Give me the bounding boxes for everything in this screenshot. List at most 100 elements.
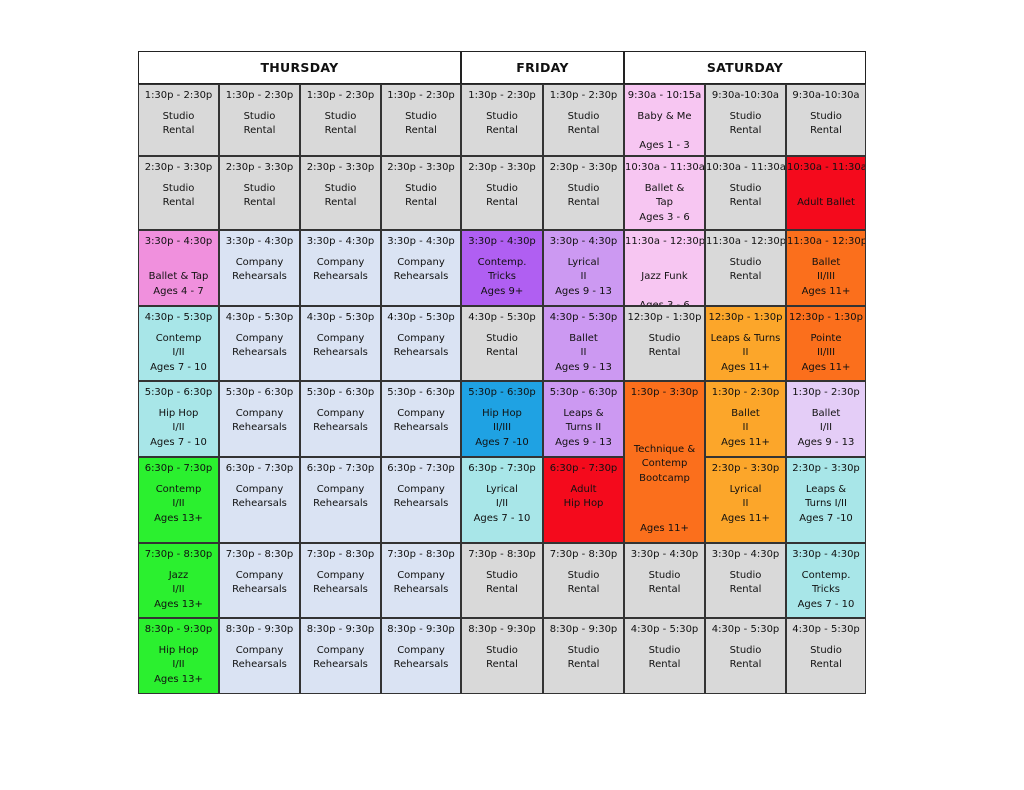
class-detail-line: Leaps & — [805, 483, 847, 495]
class-detail-line: Studio — [486, 569, 518, 581]
class-detail-line: Studio — [567, 644, 600, 656]
class-detail-line: Company — [316, 332, 365, 344]
schedule-cell: 1:30p - 2:30p Studio Rental — [219, 84, 300, 156]
class-detail-line: Ages 4 - 7 — [153, 285, 204, 297]
class-detail-line: Rental — [567, 125, 600, 136]
schedule-cell: 6:30p - 7:30p Lyrical I/II Ages 7 - 10 — [461, 457, 543, 543]
schedule-cell: 9:30a - 10:15a Baby & Me Ages 1 - 3 — [624, 84, 705, 156]
class-detail-line: Contemp — [641, 458, 688, 469]
class-detail-line: Ballet & Tap — [148, 271, 209, 282]
schedule-cell: 6:30p - 7:30p Company Rehearsals — [300, 457, 381, 543]
class-detail-line: Rehearsals — [393, 659, 449, 670]
schedule-cell: 4:30p - 5:30p Studio Rental — [624, 618, 705, 694]
class-detail-line: Rental — [486, 584, 518, 595]
class-time: 8:30p - 9:30p — [225, 624, 294, 635]
class-detail-line: Rental — [486, 197, 518, 208]
class-detail-line: Company — [316, 644, 365, 656]
class-time: 3:30p - 4:30p — [225, 236, 294, 247]
class-detail-line: Rehearsals — [393, 498, 449, 509]
class-detail-line: Contemp. — [801, 569, 851, 581]
schedule-cell: 8:30p - 9:30p Studio Rental — [543, 618, 624, 694]
schedule-cell: 4:30p - 5:30p Company Rehearsals — [381, 306, 461, 381]
schedule-cell: 7:30p - 8:30p Studio Rental — [461, 543, 543, 618]
class-detail-line — [625, 285, 704, 300]
class-time: 4:30p - 5:30p — [630, 624, 699, 635]
schedule-cell: 5:30p - 6:30p Company Rehearsals — [381, 381, 461, 457]
class-detail-line: Rehearsals — [313, 347, 368, 358]
class-detail-line: Company — [235, 256, 284, 268]
class-detail-line: Rental — [729, 271, 762, 282]
schedule-cell: 2:30p - 3:30p Studio Rental — [461, 156, 543, 230]
schedule-cell: 3:30p - 4:30p Company Rehearsals — [381, 230, 461, 306]
class-detail-line: Ages 11+ — [721, 361, 770, 373]
class-detail-line: Company — [235, 483, 284, 495]
class-time: 1:30p - 2:30p — [144, 90, 213, 101]
schedule-cell: 6:30p - 7:30p Contemp I/II Ages 13+ — [138, 457, 219, 543]
class-detail-line: Company — [397, 407, 445, 419]
schedule-cell: 2:30p - 3:30p Studio Rental — [219, 156, 300, 230]
schedule-cell: 2:30p - 3:30p Studio Rental — [138, 156, 219, 230]
schedule-cell: 1:30p - 2:30p Studio Rental — [461, 84, 543, 156]
class-time: 12:30p - 1:30p — [789, 312, 863, 323]
class-detail-line: Hip Hop — [482, 407, 522, 419]
class-detail-line: Studio — [729, 569, 762, 581]
class-detail-line: Studio — [405, 110, 437, 122]
class-detail-line: Ages 3 - 6 — [639, 211, 690, 223]
schedule-cell: 5:30p - 6:30p Hip Hop I/II Ages 7 - 10 — [138, 381, 219, 457]
class-time: 3:30p - 4:30p — [792, 549, 860, 560]
class-detail-line: II/III — [816, 271, 836, 282]
class-detail-line: Ages 7 - 10 — [797, 598, 855, 610]
class-time: 1:30p - 2:30p — [549, 90, 618, 101]
class-detail-line: Rehearsals — [232, 498, 287, 509]
class-detail-line: Lyrical — [486, 483, 518, 495]
class-detail-line: Rental — [486, 659, 518, 670]
schedule-cell: 4:30p - 5:30p Ballet II Ages 9 - 13 — [543, 306, 624, 381]
class-detail-line: Studio — [729, 644, 762, 656]
schedule-cell: 1:30p - 2:30p Studio Rental — [300, 84, 381, 156]
class-time: 8:30p - 9:30p — [144, 624, 213, 635]
class-time: 11:30a - 12:30p — [787, 236, 866, 247]
class-time: 7:30p - 8:30p — [306, 549, 375, 560]
class-time: 8:30p - 9:30p — [549, 624, 618, 635]
schedule-cell: 4:30p - 5:30p Contemp I/II Ages 7 - 10 — [138, 306, 219, 381]
class-detail-line: Tricks — [811, 584, 841, 595]
class-detail-line: Rental — [729, 584, 762, 595]
schedule-cell: 2:30p - 3:30p Studio Rental — [543, 156, 624, 230]
class-detail-line: I/II — [172, 422, 185, 433]
class-detail-line: Ages 11+ — [801, 361, 851, 373]
schedule-cell: 3:30p - 4:30p Ballet & Tap Ages 4 - 7 — [138, 230, 219, 306]
class-detail-line: II/III — [492, 422, 512, 433]
class-detail-line: Ages 13+ — [154, 673, 203, 685]
class-detail-line: Studio — [243, 110, 276, 122]
class-time: 3:30p - 4:30p — [468, 236, 536, 247]
class-time: 8:30p - 9:30p — [306, 624, 375, 635]
class-detail-line: I/II — [495, 498, 509, 509]
class-detail-line: Hip Hop — [563, 498, 604, 509]
class-time: 1:30p - 2:30p — [306, 90, 375, 101]
class-time: 1:30p - 3:30p — [630, 387, 699, 398]
class-detail-line: Rehearsals — [232, 422, 287, 433]
schedule-cell: 9:30a-10:30a Studio Rental — [786, 84, 866, 156]
class-detail-line: Ages 9 - 13 — [797, 436, 855, 448]
class-detail-line: Rehearsals — [313, 498, 368, 509]
class-time: 8:30p - 9:30p — [468, 624, 536, 635]
class-detail-line: Rental — [405, 125, 437, 136]
schedule-cell: 9:30a-10:30a Studio Rental — [705, 84, 786, 156]
class-detail-line: Ages 13+ — [154, 512, 203, 524]
schedule-cell: 8:30p - 9:30p Hip Hop I/II Ages 13+ — [138, 618, 219, 694]
class-detail-line: Rehearsals — [313, 584, 368, 595]
class-detail-line: Ages 7 -10 — [799, 512, 853, 524]
class-detail-line: Rental — [810, 125, 842, 136]
class-detail-line: Contemp — [155, 483, 202, 495]
class-time: 2:30p - 3:30p — [225, 162, 294, 173]
class-detail-line: Company — [235, 332, 284, 344]
class-detail-line: II — [580, 271, 587, 282]
schedule-cell: 10:30a - 11:30a Studio Rental — [705, 156, 786, 230]
schedule-cell: 11:30a - 12:30p Studio Rental — [705, 230, 786, 306]
schedule-cell: 3:30p - 4:30p Company Rehearsals — [219, 230, 300, 306]
class-time: 2:30p - 3:30p — [387, 162, 455, 173]
class-detail-line: Rental — [405, 197, 437, 208]
class-detail-line: Studio — [324, 182, 357, 194]
class-time: 2:30p - 3:30p — [468, 162, 536, 173]
class-time: 6:30p - 7:30p — [144, 463, 213, 474]
